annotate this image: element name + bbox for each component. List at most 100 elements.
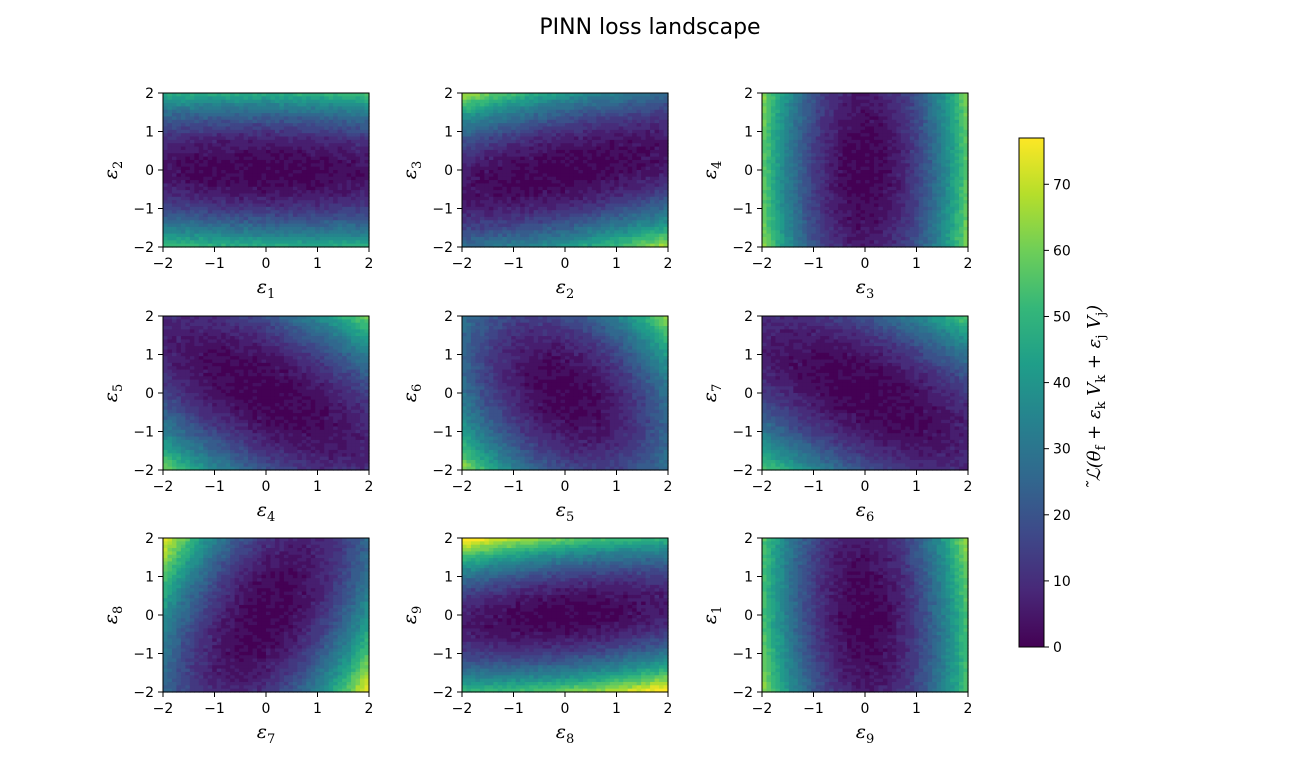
heatmap-cell	[573, 136, 580, 141]
heatmap-cell	[279, 170, 285, 174]
heatmap-cell	[556, 173, 562, 178]
heatmap-cell	[288, 139, 294, 144]
heatmap-cell	[770, 180, 777, 184]
heatmap-cell	[578, 230, 584, 235]
heatmap-cell	[793, 133, 799, 138]
heatmap-cell	[618, 123, 624, 128]
heatmap-cell	[650, 240, 656, 245]
heatmap-cell	[636, 183, 642, 188]
heatmap-cell	[596, 226, 602, 231]
heatmap-cell	[770, 193, 777, 198]
heatmap-cell	[788, 139, 794, 144]
heatmap-cell	[475, 233, 481, 238]
heatmap-cell	[806, 183, 812, 188]
heatmap-cell	[515, 133, 521, 138]
heatmap-cell	[770, 210, 777, 215]
heatmap-cell	[360, 230, 366, 235]
heatmap-cell	[261, 146, 267, 151]
heatmap-cell	[515, 159, 521, 164]
heatmap-cell	[257, 230, 263, 235]
heatmap-cell	[623, 243, 629, 248]
heatmap-cell	[565, 220, 571, 225]
heatmap-cell	[180, 233, 186, 238]
heatmap-cell	[342, 163, 348, 168]
heatmap-cell	[355, 170, 361, 174]
heatmap-cell	[194, 216, 200, 221]
heatmap-cell	[216, 139, 222, 144]
heatmap-cell	[569, 153, 575, 158]
heatmap-cell	[811, 233, 817, 238]
heatmap-cell	[270, 240, 276, 245]
heatmap-cell	[815, 226, 821, 231]
heatmap-cell	[547, 170, 553, 174]
heatmap-cell	[301, 96, 307, 101]
heatmap-cell	[529, 113, 535, 118]
heatmap-cell	[333, 226, 339, 231]
heatmap-cell	[212, 139, 218, 144]
heatmap-cell	[261, 203, 267, 208]
heatmap-cell	[288, 236, 294, 241]
heatmap-cell	[248, 136, 254, 141]
heatmap-cell	[328, 220, 334, 225]
heatmap-cell	[811, 123, 817, 128]
heatmap-cell	[288, 220, 294, 225]
heatmap-cell	[632, 149, 638, 154]
heatmap-cell	[470, 236, 477, 241]
heatmap-cell	[261, 196, 267, 201]
heatmap-cell	[632, 136, 638, 141]
heatmap-cell	[180, 226, 186, 231]
heatmap-cell	[650, 236, 656, 241]
heatmap-cell	[176, 213, 182, 218]
heatmap-cell	[274, 123, 281, 128]
heatmap-cell	[230, 99, 236, 104]
heatmap-cell	[306, 190, 312, 195]
heatmap-cell	[167, 136, 173, 141]
heatmap-cell	[216, 149, 222, 154]
heatmap-cell	[189, 109, 195, 114]
heatmap-cell	[641, 240, 647, 245]
heatmap-cell	[493, 226, 499, 231]
heatmap-cell	[547, 196, 553, 201]
heatmap-cell	[243, 109, 249, 114]
heatmap-cell	[297, 203, 303, 208]
heatmap-cell	[636, 136, 642, 141]
heatmap-cell	[556, 170, 562, 174]
heatmap-cell	[524, 109, 530, 114]
heatmap-cell	[520, 119, 526, 124]
heatmap-cell	[659, 240, 665, 245]
heatmap-cell	[180, 96, 186, 101]
heatmap-cell	[793, 129, 799, 134]
heatmap-cell	[207, 103, 213, 107]
heatmap-cell	[306, 226, 312, 231]
heatmap-cell	[618, 133, 624, 138]
heatmap-cell	[364, 156, 370, 161]
heatmap-cell	[820, 223, 826, 228]
heatmap-cell	[556, 156, 562, 161]
heatmap-cell	[248, 146, 254, 151]
heatmap-cell	[556, 136, 562, 141]
heatmap-cell	[654, 146, 660, 151]
heatmap-cell	[257, 126, 263, 131]
heatmap-cell	[797, 176, 803, 181]
heatmap-cell	[479, 163, 485, 168]
heatmap-cell	[360, 159, 366, 164]
heatmap-cell	[462, 146, 468, 151]
heatmap-cell	[770, 143, 777, 148]
heatmap-cell	[806, 233, 812, 238]
heatmap-cell	[779, 143, 785, 148]
heatmap-cell	[185, 190, 191, 195]
heatmap-cell	[207, 223, 213, 228]
heatmap-cell	[815, 220, 821, 225]
heatmap-cell	[609, 190, 615, 195]
heatmap-cell	[659, 216, 665, 221]
heatmap-cell	[762, 153, 768, 158]
heatmap-cell	[346, 163, 352, 168]
heatmap-cell	[333, 220, 339, 225]
heatmap-cell	[324, 126, 330, 131]
heatmap-cell	[600, 153, 606, 158]
heatmap-cell	[479, 93, 485, 97]
heatmap-cell	[207, 99, 213, 104]
heatmap-cell	[364, 166, 370, 171]
heatmap-cell	[623, 99, 629, 104]
heatmap-cell	[203, 136, 209, 141]
